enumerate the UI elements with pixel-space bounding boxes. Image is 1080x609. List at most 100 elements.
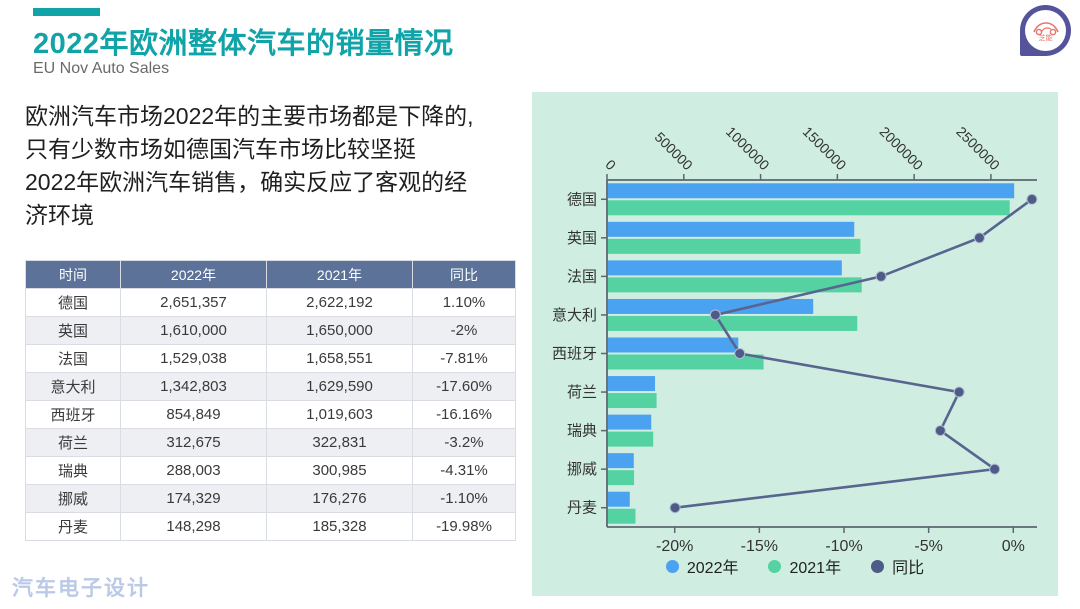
country-cell: 丹麦: [25, 512, 121, 541]
sales-chart-panel: 0 500000 1000000 1500000 2000000 2500000 德国 英国法…: [532, 92, 1058, 596]
bar-2021年-法国: [608, 277, 862, 293]
category-label: 瑞典: [567, 423, 597, 440]
bottom-axis-label: -10%: [825, 538, 862, 555]
country-cell: 荷兰: [25, 428, 121, 457]
table-row: 法国 1,529,038 1,658,551 -7.81%: [25, 344, 516, 373]
bottom-axis-label: -15%: [741, 538, 778, 555]
table-row: 德国 2,651,357 2,622,192 1.10%: [25, 288, 516, 317]
value-cell: -16.16%: [412, 400, 516, 429]
title-accent-bar: [33, 8, 100, 16]
bar-2021年-德国: [608, 200, 1010, 216]
table-header-row: 时间 2022年 2021年 同比: [25, 260, 516, 289]
brand-logo-text: 芝能: [1038, 34, 1053, 42]
legend-dot-icon: [665, 559, 679, 573]
table-row: 荷兰 312,675 322,831 -3.2%: [25, 428, 516, 457]
legend-label: 2022年: [686, 560, 739, 577]
legend-dot-icon: [871, 559, 885, 573]
top-axis-label: 1000000: [723, 123, 773, 173]
category-label: 意大利: [552, 306, 597, 324]
value-cell: 2,622,192: [266, 288, 413, 317]
legend-label: 同比: [892, 560, 925, 577]
value-cell: 2,651,357: [120, 288, 267, 317]
table-row: 意大利 1,342,803 1,629,590 -17.60%: [25, 372, 516, 401]
category-label: 法国: [567, 268, 597, 285]
legend-label: 2021年: [789, 560, 842, 577]
bar-2022年-西班牙: [608, 337, 739, 353]
value-cell: 174,329: [120, 484, 267, 513]
value-cell: -2%: [412, 316, 516, 345]
country-cell: 挪威: [25, 484, 121, 513]
bar-2021年-英国: [608, 238, 861, 254]
watermark: 汽车电子设计: [12, 577, 150, 600]
bar-2022年-荷兰: [608, 376, 656, 392]
value-cell: 312,675: [120, 428, 267, 457]
bar-2022年-丹麦: [608, 491, 630, 507]
legend-dot-icon: [768, 559, 782, 573]
table-header-cell: 2022年: [120, 260, 267, 289]
bar-2022年-挪威: [608, 453, 634, 469]
category-label: 丹麦: [567, 500, 597, 517]
bar-2021年-挪威: [608, 470, 635, 486]
bar-2021年-瑞典: [608, 431, 654, 447]
bar-2022年-瑞典: [608, 414, 652, 430]
value-cell: 1,529,038: [120, 344, 267, 373]
country-cell: 意大利: [25, 372, 121, 401]
top-axis-label: 0: [602, 156, 619, 173]
bar-2021年-荷兰: [608, 393, 657, 409]
value-cell: 148,298: [120, 512, 267, 541]
table-row: 瑞典 288,003 300,985 -4.31%: [25, 456, 516, 485]
value-cell: 322,831: [266, 428, 413, 457]
yoy-dot-德国: [1026, 193, 1038, 205]
bar-2022年-法国: [608, 260, 842, 276]
value-cell: -4.31%: [412, 456, 516, 485]
value-cell: 288,003: [120, 456, 267, 485]
bottom-axis-label: 0%: [1002, 538, 1025, 555]
value-cell: 1,019,603: [266, 400, 413, 429]
summary-line: 欧洲汽车市场2022年的主要市场都是下降的,: [25, 103, 474, 129]
value-cell: -19.98%: [412, 512, 516, 541]
yoy-dot-瑞典: [934, 425, 946, 437]
value-cell: 1.10%: [412, 288, 516, 317]
summary-paragraph: 欧洲汽车市场2022年的主要市场都是下降的, 只有少数市场如德国汽车市场比较坚挺…: [25, 100, 530, 232]
yoy-dot-荷兰: [953, 386, 965, 398]
table-row: 丹麦 148,298 185,328 -19.98%: [25, 512, 516, 541]
yoy-dot-丹麦: [669, 502, 681, 514]
summary-line: 2022年欧洲汽车销售，确实反应了客观的经: [25, 169, 468, 195]
category-label: 德国: [567, 190, 597, 208]
table-row: 挪威 174,329 176,276 -1.10%: [25, 484, 516, 513]
brand-logo-circle: 芝能: [1025, 10, 1066, 51]
table-row: 西班牙 854,849 1,019,603 -16.16%: [25, 400, 516, 429]
value-cell: 854,849: [120, 400, 267, 429]
bar-2021年-丹麦: [608, 508, 636, 524]
page-title: 2022年欧洲整体汽车的销量情况: [33, 28, 454, 60]
value-cell: -17.60%: [412, 372, 516, 401]
legend-item: 2022年: [665, 554, 739, 578]
sales-chart: 0 500000 1000000 1500000 2000000 2500000 德国英国法…: [552, 123, 1038, 555]
country-cell: 西班牙: [25, 400, 121, 429]
bar-2022年-意大利: [608, 298, 814, 314]
page-subtitle: EU Nov Auto Sales: [33, 60, 170, 77]
yoy-dot-法国: [875, 270, 887, 282]
yoy-dot-挪威: [989, 463, 1001, 475]
table-row: 英国 1,610,000 1,650,000 -2%: [25, 316, 516, 345]
bar-2021年-西班牙: [608, 354, 764, 370]
legend-item: 同比: [871, 554, 924, 578]
car-icon: [1032, 21, 1059, 35]
category-label: 荷兰: [567, 384, 597, 401]
country-cell: 瑞典: [25, 456, 121, 485]
chart-legend: 2022年 2021年 同比: [532, 554, 1058, 578]
legend-item: 2021年: [768, 554, 841, 578]
bar-2021年-意大利: [608, 315, 858, 331]
value-cell: 176,276: [266, 484, 413, 513]
table-header-cell: 2021年: [266, 260, 413, 289]
country-cell: 英国: [25, 316, 121, 345]
value-cell: 1,658,551: [266, 344, 413, 373]
yoy-dot-意大利: [709, 309, 721, 321]
category-label: 西班牙: [552, 346, 597, 363]
table-header-cell: 时间: [25, 260, 121, 289]
country-cell: 法国: [25, 344, 121, 373]
sales-table: 时间 2022年 2021年 同比 德国 2,651,357 2,622,192 1.10%…: [25, 260, 516, 541]
value-cell: 1,342,803: [120, 372, 267, 401]
top-axis-label: 2500000: [953, 123, 1003, 173]
